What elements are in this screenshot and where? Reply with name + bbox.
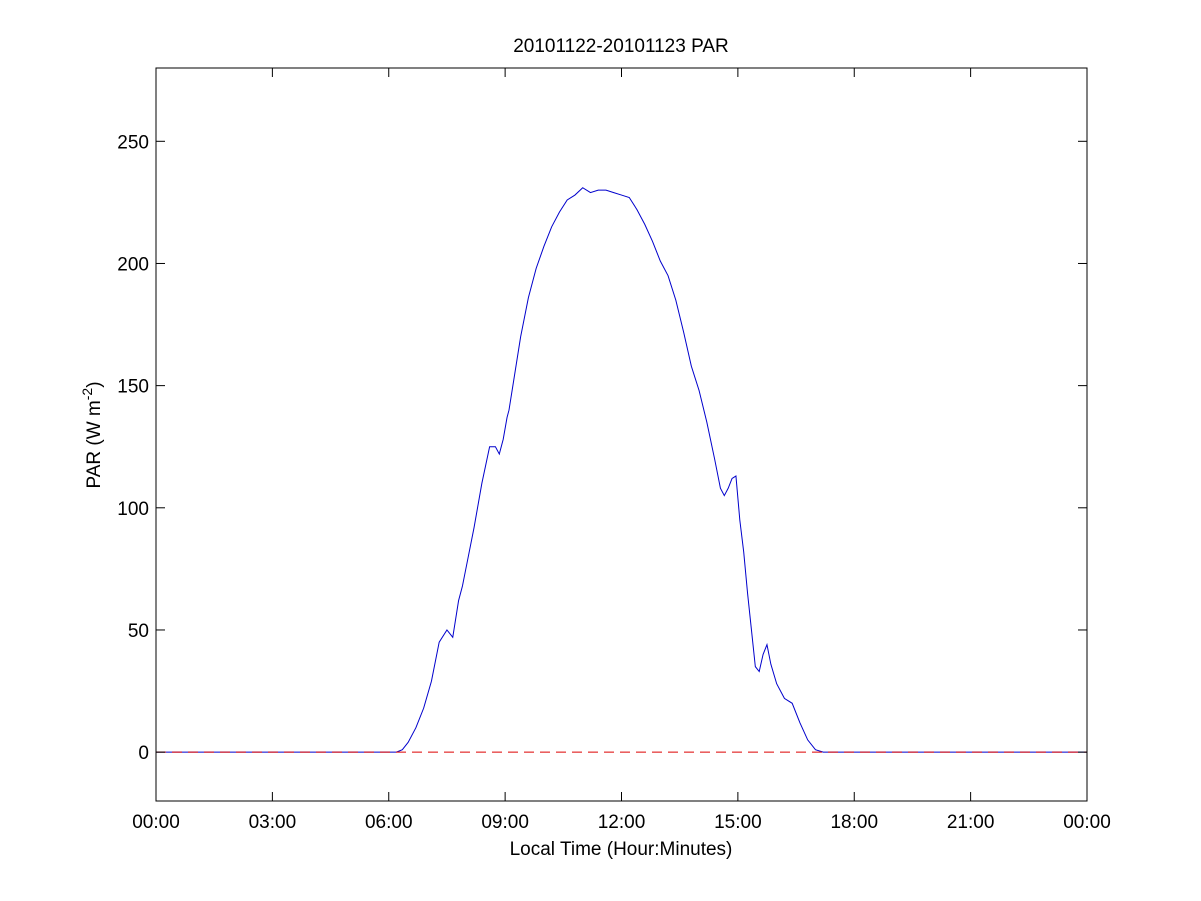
par-series-line (156, 187, 1087, 753)
plot-area: 00:00 03:00 06:00 09:00 12:00 15:00 18:00 21:00… (117, 67, 1111, 833)
y-tick-label: 150 (117, 377, 149, 398)
series-layer (156, 187, 1087, 753)
x-tick-label: 18:00 (830, 812, 878, 833)
y-tick-label: 250 (117, 132, 149, 153)
y-tick-label: 0 (138, 743, 149, 764)
x-tick-label: 09:00 (481, 812, 529, 833)
ticks-layer: 00:00 03:00 06:00 09:00 12:00 15:00 18:00 21:00… (117, 68, 1111, 833)
y-axis-label-superscript: -2 (79, 388, 95, 401)
x-tick-label: 21:00 (947, 812, 995, 833)
x-tick-label: 00:00 (132, 812, 180, 833)
y-axis-label: PAR (W m-2) (79, 381, 105, 488)
y-axis-label-close: ) (84, 381, 105, 387)
x-axis-label: Local Time (Hour:Minutes) (510, 839, 733, 860)
x-tick-label: 15:00 (714, 812, 762, 833)
y-tick-label: 100 (117, 499, 149, 520)
chart-title: 20101122-20101123 PAR (513, 36, 729, 57)
y-tick-label: 200 (117, 254, 149, 275)
y-axis-label-text: PAR (W m-2) (79, 381, 105, 488)
y-axis-label-main: PAR (W m (84, 400, 105, 488)
x-tick-label: 00:00 (1063, 812, 1111, 833)
x-tick-label: 06:00 (365, 812, 413, 833)
y-tick-label: 50 (128, 621, 149, 642)
x-tick-label: 03:00 (249, 812, 297, 833)
x-tick-label: 12:00 (598, 812, 646, 833)
